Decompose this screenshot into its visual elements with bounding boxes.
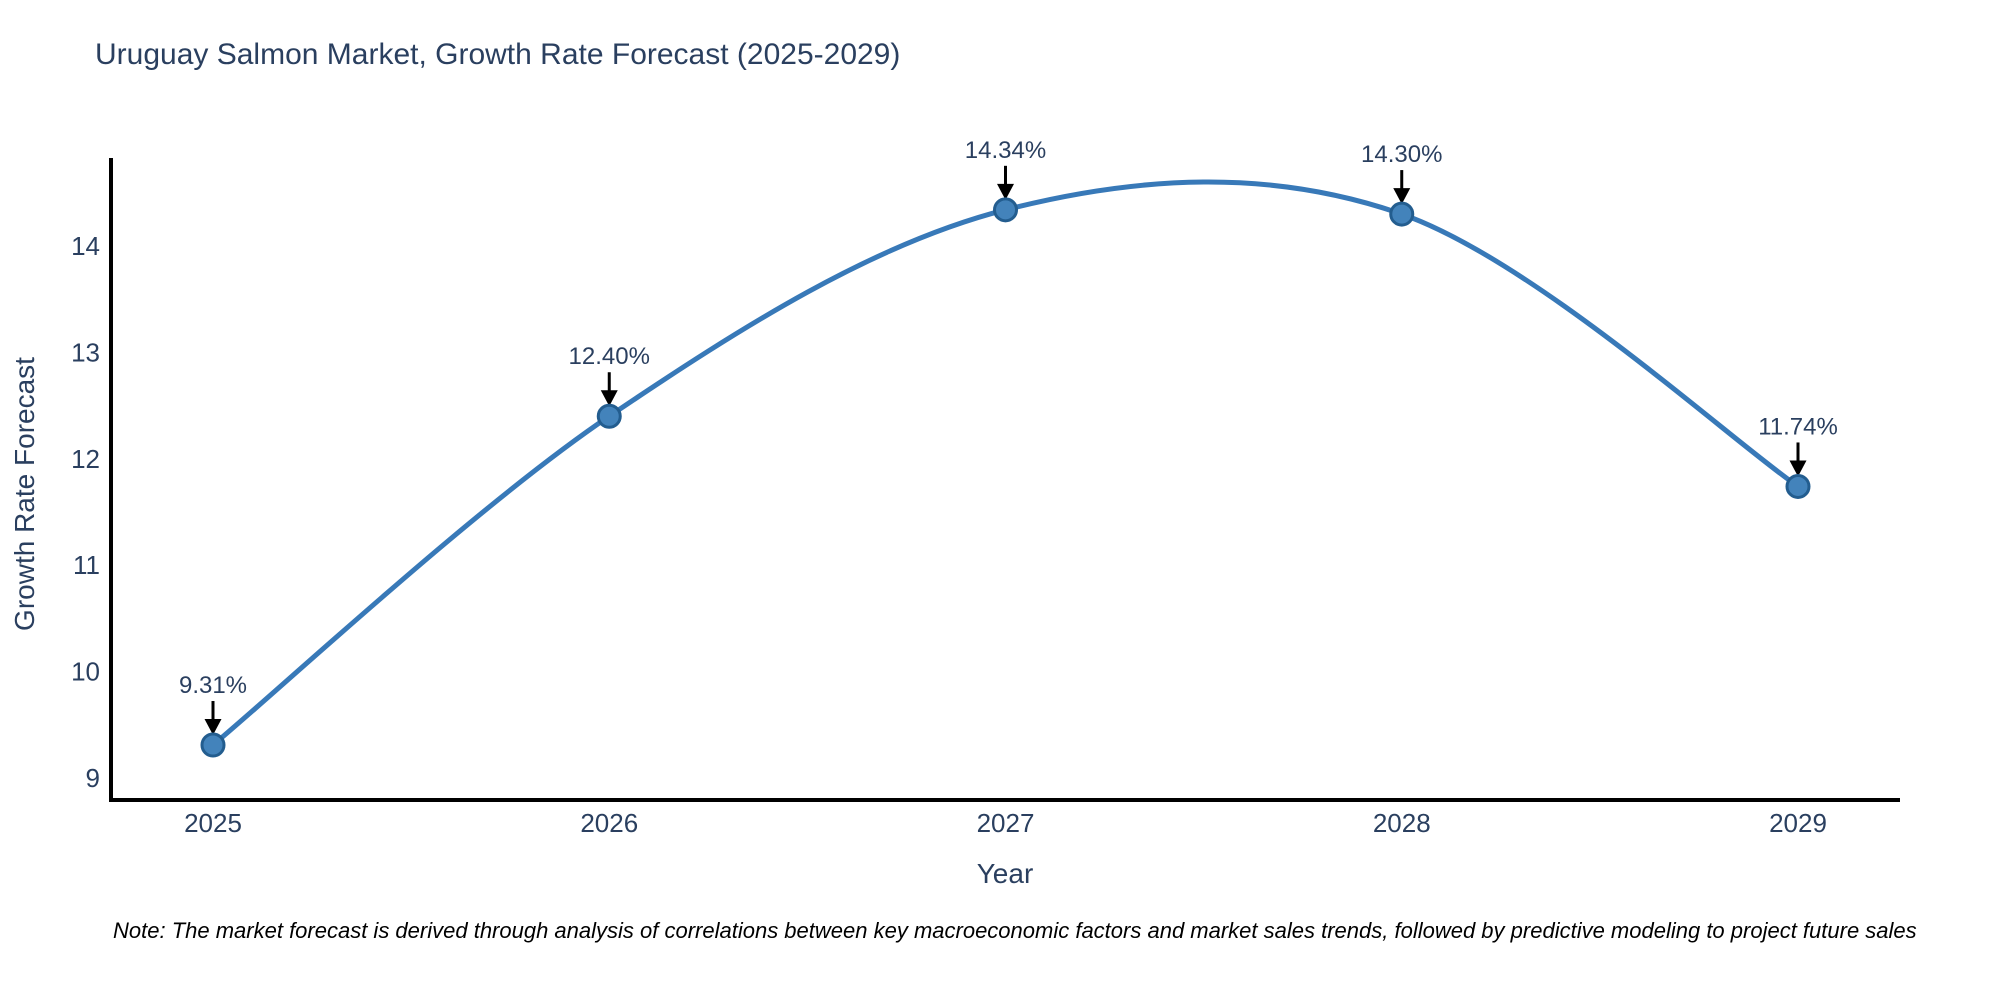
annotation-arrowhead xyxy=(1789,460,1807,477)
x-tick-label: 2026 xyxy=(580,808,638,838)
data-point-marker xyxy=(200,732,226,758)
annotation-arrowhead xyxy=(1393,188,1411,205)
annotation-label: 12.40% xyxy=(569,343,650,370)
y-tick-label: 9 xyxy=(86,763,100,793)
y-tick-label: 10 xyxy=(71,657,100,687)
y-tick-label: 13 xyxy=(71,337,100,367)
annotation-label: 9.31% xyxy=(179,672,247,699)
series-line xyxy=(210,179,1801,748)
x-tick-label: 2029 xyxy=(1769,808,1827,838)
annotation-arrowhead xyxy=(204,719,222,736)
data-point-marker xyxy=(596,403,622,429)
annotation-arrowhead xyxy=(997,183,1014,200)
data-point-marker xyxy=(1785,473,1811,499)
x-tick-label: 2027 xyxy=(977,808,1035,838)
y-tick-label: 12 xyxy=(71,444,100,474)
data-point-marker xyxy=(1389,201,1415,227)
annotation-arrowhead xyxy=(600,390,618,407)
x-tick-label: 2028 xyxy=(1373,808,1431,838)
y-tick-label: 14 xyxy=(71,231,100,261)
x-tick-label: 2025 xyxy=(184,808,242,838)
chart-title: Uruguay Salmon Market, Growth Rate Forec… xyxy=(95,38,901,71)
data-point-marker xyxy=(993,197,1018,223)
x-axis-title: Year xyxy=(976,858,1034,889)
footnote: Note: The market forecast is derived thr… xyxy=(113,918,1917,943)
annotation-label: 14.30% xyxy=(1361,141,1442,168)
y-tick-label: 11 xyxy=(73,550,100,580)
annotation-label: 11.74% xyxy=(1758,413,1838,440)
annotation-label: 14.34% xyxy=(965,137,1046,164)
